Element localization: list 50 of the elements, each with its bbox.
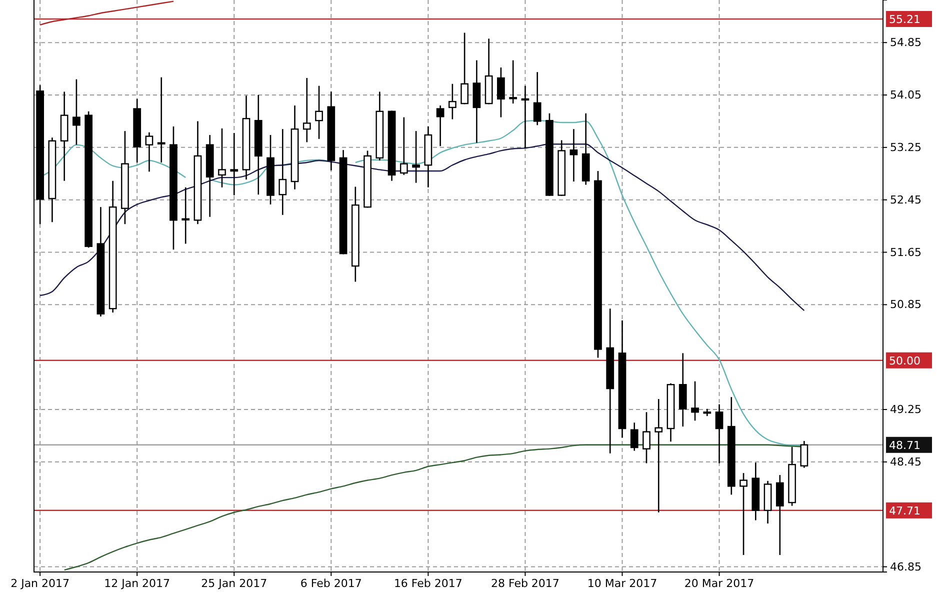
y-tick-label: 50.85 [890,298,922,312]
y-tick-label: 54.85 [890,36,922,50]
candlestick [776,474,784,556]
candlestick [182,186,190,244]
candlestick [740,472,748,556]
line-series [39,0,174,26]
x-tick-label: 16 Feb 2017 [394,577,462,590]
candlestick [278,128,287,216]
candlestick [400,116,408,176]
candlestick [157,76,166,164]
ref-line-label: 48.71 [889,438,920,452]
y-tick-label: 46.85 [890,560,922,574]
candlestick [302,77,311,143]
candlestick [436,104,444,147]
y-tick-label: 49.25 [890,403,922,416]
x-tick-label: 25 Jan 2017 [201,577,268,590]
candlestick [509,60,518,104]
y-tick-label: 51.65 [890,246,922,259]
candlestick [230,132,238,196]
candlestick [642,411,650,464]
line-series [39,144,805,312]
x-tick-label: 6 Feb 2017 [300,577,362,590]
candlestick [533,71,542,126]
x-tick-label: 12 Jan 2017 [104,577,170,590]
ref-line-label: 47.71 [889,504,920,518]
candlestick [570,128,578,182]
y-tick-label: 53.25 [890,140,922,154]
y-tick-label: 54.05 [890,88,922,102]
candlestick [800,440,808,468]
candlestick [497,66,505,118]
x-tick-label: 28 Feb 2017 [490,577,560,590]
ref-line-label: 55.21 [889,13,920,26]
x-tick-label: 2 Jan 2017 [10,577,70,590]
candlestick [521,85,530,149]
candlestick [145,132,154,172]
y-tick-label: 48.45 [890,455,922,468]
candlestick [72,78,80,146]
candlestick [218,128,226,188]
candlestick [654,398,663,514]
candlestick [691,380,699,422]
x-tick-label: 10 Mar 2017 [587,577,658,590]
x-tick-label: 20 Mar 2017 [684,577,754,590]
ref-line-label: 50.00 [889,354,920,368]
candlestick [448,83,456,120]
candlestick [315,85,323,140]
candlestick [715,404,724,464]
candlestick [412,130,420,184]
candlestick [460,32,468,105]
candlestick [630,422,638,452]
y-tick-label: 52.45 [890,193,922,206]
